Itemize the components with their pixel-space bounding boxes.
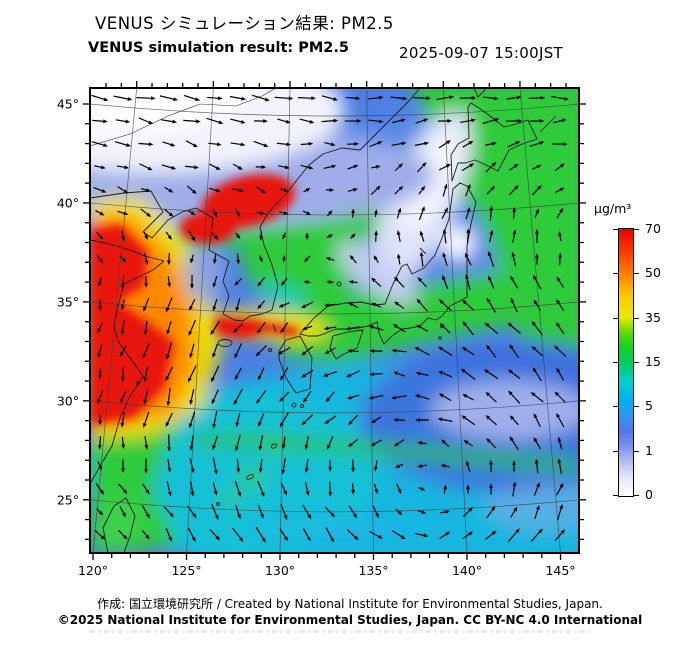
coast-kyushu (278, 335, 313, 394)
colorbar-tick (613, 451, 618, 453)
valid-timestamp: 2025-09-07 15:00JST (399, 44, 563, 62)
colorbar-tick (613, 495, 618, 497)
coast-shandong-east-china (90, 239, 165, 485)
island-zhoushan (136, 381, 140, 385)
figure-title-japanese: VENUS シミュレーション結果: PM2.5 (95, 14, 394, 33)
island-izu-2 (438, 336, 442, 340)
svg-text:140°: 140° (452, 563, 482, 578)
figure-title-english: VENUS simulation result: PM2.5 (88, 40, 349, 56)
coast-hokkaido (450, 102, 538, 182)
colorbar-tick-label: 5 (645, 398, 653, 413)
axis-ticks (83, 81, 586, 560)
axis-labels: 45° 40° 35° 30° 25° 120° 125° 130° 135° 140° 145° (57, 97, 576, 579)
island-okinawa (245, 474, 255, 480)
colorbar-tick (634, 273, 639, 275)
colorbar-tick (634, 451, 639, 453)
coast-sakhalin (473, 88, 487, 98)
svg-text:45°: 45° (57, 97, 79, 112)
map-frame (89, 87, 580, 554)
svg-text:130°: 130° (265, 563, 295, 578)
island-sado (419, 247, 427, 255)
colorbar-tick (634, 229, 639, 231)
colorbar-tick-label: 35 (645, 310, 661, 325)
colorbar: 70 50 35 15 5 1 0 (613, 222, 661, 501)
colorbar-tick (613, 406, 618, 408)
colorbar-unit-label: µg/m³ (594, 201, 632, 216)
colorbar-tick-label: 1 (645, 443, 653, 458)
colorbar-tick (613, 362, 618, 364)
svg-text:40°: 40° (57, 195, 79, 210)
colorbar-tick (613, 273, 618, 275)
graticule-lines (90, 88, 579, 553)
river-amur (90, 88, 277, 147)
pm25-concentration-field (90, 88, 579, 553)
copyright-line: ©2025 National Institute for Environment… (57, 613, 643, 627)
coast-china-korea-primorye (90, 88, 421, 322)
colorbar-tick-label: 0 (645, 487, 653, 502)
svg-text:120°: 120° (78, 563, 108, 578)
island-jeju (217, 339, 233, 347)
svg-text:30°: 30° (57, 393, 79, 408)
colorbar-tick (634, 318, 639, 320)
coast-kuril-islands (539, 115, 557, 133)
svg-text:135°: 135° (358, 563, 388, 578)
svg-text:125°: 125° (171, 563, 201, 578)
wind-vector-arrows (91, 94, 570, 543)
colorbar-tick (634, 406, 639, 408)
credit-line: 作成: 国立環境研究所 / Created by National Instit… (97, 597, 603, 611)
island-tanegashima (300, 404, 304, 408)
svg-text:25°: 25° (57, 492, 79, 507)
coast-taiwan (102, 497, 136, 553)
pm25-map: 45° 40° 35° 30° 25° 120° 125° 130° 135° 140° 145° (57, 81, 586, 579)
colorbar-tick (613, 229, 618, 231)
colorbar-tick (613, 318, 618, 320)
svg-text:145°: 145° (545, 563, 575, 578)
cropped-text-remnant (90, 630, 590, 633)
island-miyako (216, 502, 220, 506)
island-amami (270, 443, 278, 449)
island-tsushima (272, 323, 277, 333)
colorbar-tick (634, 362, 639, 364)
colorbar-tick-label: 70 (645, 221, 661, 236)
colorbar-tick-label: 50 (645, 265, 661, 280)
island-goto (268, 348, 272, 352)
island-yakushima (291, 402, 297, 408)
island-oki (336, 281, 342, 287)
colorbar-tick (634, 495, 639, 497)
colorbar-tick-label: 15 (645, 354, 661, 369)
svg-text:35°: 35° (57, 294, 79, 309)
